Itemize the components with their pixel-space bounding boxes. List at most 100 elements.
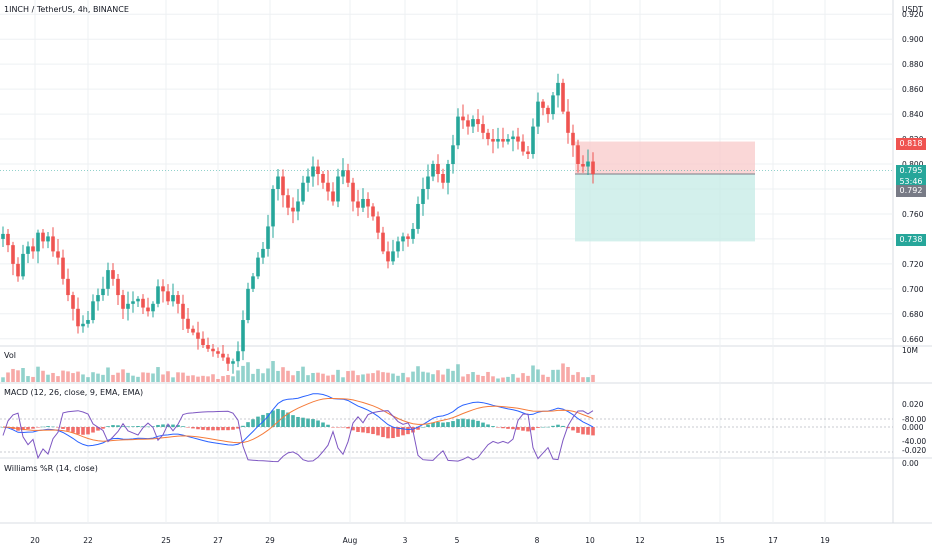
volume-bar — [261, 373, 265, 382]
macd-histogram-bar — [26, 427, 30, 430]
candle-body — [151, 303, 155, 312]
macd-histogram-bar — [431, 422, 435, 427]
volume-bar — [106, 367, 110, 382]
macd-histogram-bar — [381, 427, 385, 438]
candle-body — [266, 226, 270, 249]
macd-histogram-bar — [111, 425, 115, 427]
williams-label: Williams %R (14, close) — [4, 464, 98, 473]
macd-histogram-bar — [361, 427, 365, 433]
macd-histogram-bar — [151, 426, 155, 427]
macd-histogram-bar — [411, 427, 415, 433]
volume-bar — [256, 368, 260, 382]
target-price-tag: 0.738 — [896, 234, 926, 246]
candle-body — [426, 176, 430, 189]
macd-histogram-bar — [56, 427, 60, 428]
volume-bar — [571, 374, 575, 382]
volume-bar — [171, 377, 175, 382]
macd-histogram-bar — [251, 419, 255, 427]
volume-bar — [496, 378, 500, 382]
candle-body — [156, 286, 160, 304]
volume-bar — [591, 374, 595, 382]
volume-bar — [6, 372, 10, 382]
candle-body — [376, 216, 380, 233]
volume-bar — [361, 374, 365, 382]
volume-bar — [196, 376, 200, 382]
volume-bar — [286, 370, 290, 382]
volume-bar — [156, 367, 160, 382]
macd-histogram-bar — [336, 427, 340, 428]
macd-histogram-bar — [311, 419, 315, 427]
candle-body — [521, 141, 525, 152]
macd-histogram-bar — [86, 427, 90, 435]
volume-bar — [241, 365, 245, 382]
volume-bar — [181, 372, 185, 382]
time-axis-label: 12 — [635, 536, 645, 545]
macd-histogram-bar — [586, 427, 590, 435]
time-axis-label: 27 — [213, 536, 223, 545]
candle-body — [26, 246, 30, 254]
volume-bar — [541, 374, 545, 382]
candle-body — [591, 161, 595, 175]
time-axis-label: 10 — [585, 536, 595, 545]
macd-histogram-bar — [351, 427, 355, 431]
candle-body — [301, 182, 305, 202]
candle-body — [571, 132, 575, 146]
macd-histogram-bar — [226, 427, 230, 431]
volume-bar — [521, 373, 525, 382]
macd-histogram-bar — [451, 421, 455, 427]
macd-histogram-bar — [321, 422, 325, 427]
macd-histogram-bar — [71, 427, 75, 433]
volume-bar — [46, 374, 50, 382]
volume-bar — [536, 369, 540, 382]
candle-body — [141, 298, 145, 308]
volume-bar — [346, 371, 350, 382]
volume-bar — [71, 373, 75, 382]
candle-body — [101, 288, 105, 296]
volume-bar — [561, 363, 565, 382]
volume-bar — [111, 374, 115, 382]
price-tick-label: 0.680 — [902, 310, 924, 319]
macd-histogram-bar — [391, 427, 395, 439]
volume-bar — [86, 377, 90, 382]
volume-bar — [21, 368, 25, 382]
price-tick-label: 0.920 — [902, 10, 924, 19]
macd-histogram-bar — [131, 426, 135, 427]
volume-bar — [491, 376, 495, 382]
volume-bar — [441, 374, 445, 382]
macd-histogram-bar — [276, 408, 280, 427]
volume-bar — [546, 376, 550, 382]
volume-bar — [226, 375, 230, 382]
macd-histogram-bar — [366, 427, 370, 434]
volume-bar — [146, 372, 150, 382]
candle-body — [371, 206, 375, 217]
candle-body — [411, 228, 415, 239]
macd-histogram-bar — [171, 424, 175, 427]
volume-bar — [436, 370, 440, 382]
macd-histogram-bar — [481, 422, 485, 427]
volume-bar — [401, 372, 405, 382]
candle-body — [41, 232, 45, 242]
macd-histogram-bar — [231, 427, 235, 430]
volume-bar — [566, 366, 570, 382]
macd-histogram-bar — [461, 418, 465, 427]
macd-histogram-bar — [546, 426, 550, 428]
volume-bar — [421, 371, 425, 382]
volume-bar — [126, 372, 130, 382]
candle-body — [326, 182, 330, 192]
candle-body — [111, 270, 115, 279]
candle-body — [436, 164, 440, 175]
macd-histogram-bar — [206, 427, 210, 431]
volume-bar — [311, 372, 315, 382]
macd-histogram-bar — [116, 425, 120, 427]
candle-body — [251, 276, 255, 289]
candle-body — [381, 232, 385, 252]
volume-bar — [516, 377, 520, 382]
macd-histogram-bar — [526, 427, 530, 432]
macd-histogram-bar — [406, 427, 410, 435]
volume-bar — [356, 375, 360, 382]
macd-histogram-bar — [536, 427, 540, 428]
volume-bar — [416, 366, 420, 382]
candle-body — [356, 201, 360, 208]
